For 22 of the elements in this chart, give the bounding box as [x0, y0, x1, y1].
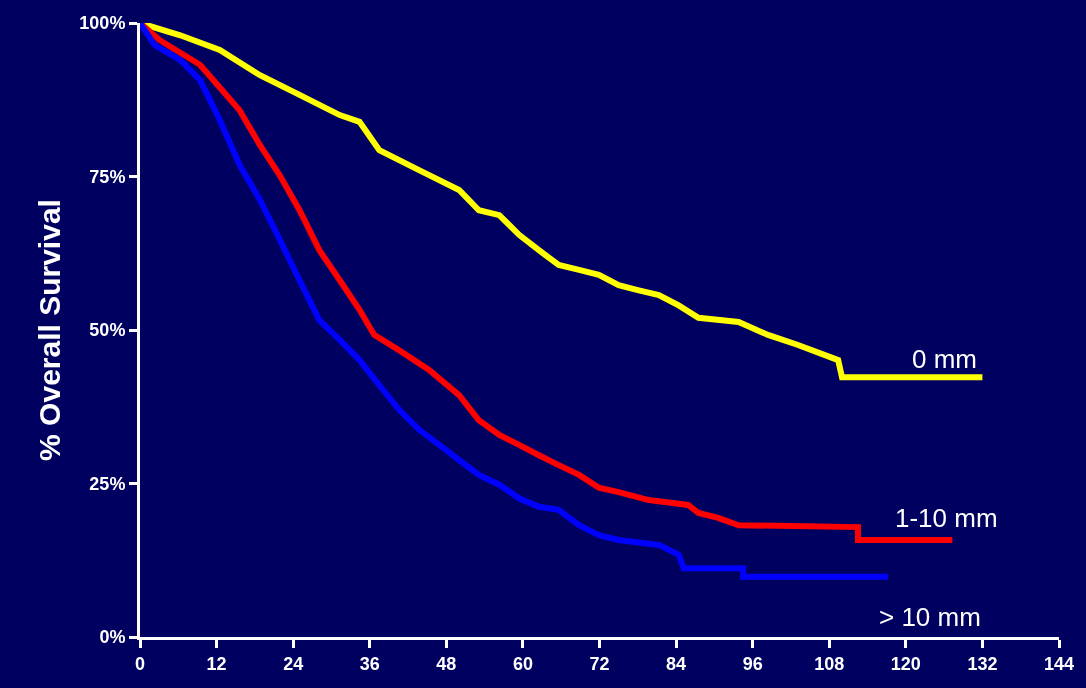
x-tick-label: 48: [436, 653, 457, 674]
x-tick-label: 72: [589, 653, 610, 674]
x-tick-label: 84: [666, 653, 687, 674]
x-tick-label: 96: [742, 653, 763, 674]
y-tick-label: 75%: [89, 166, 126, 187]
y-tick-label: 100%: [79, 13, 126, 34]
x-tick-label: 132: [967, 653, 998, 674]
series-label: 0 mm: [912, 344, 977, 374]
y-tick-label: 50%: [89, 320, 126, 341]
y-tick-label: 25%: [89, 473, 126, 494]
x-tick-label: 144: [1043, 653, 1075, 674]
y-axis-title: % Overall Survival: [33, 199, 67, 461]
series-label: > 10 mm: [879, 602, 981, 632]
x-tick-label: 120: [890, 653, 921, 674]
x-tick-label: 108: [814, 653, 845, 674]
y-tick-label: 0%: [99, 627, 126, 648]
x-tick-label: 0: [134, 653, 146, 674]
series-label: 1-10 mm: [895, 503, 998, 533]
x-tick-label: 36: [359, 653, 380, 674]
x-tick-label: 12: [206, 653, 227, 674]
x-tick-label: 24: [283, 653, 304, 674]
x-tick-label: 60: [512, 653, 533, 674]
